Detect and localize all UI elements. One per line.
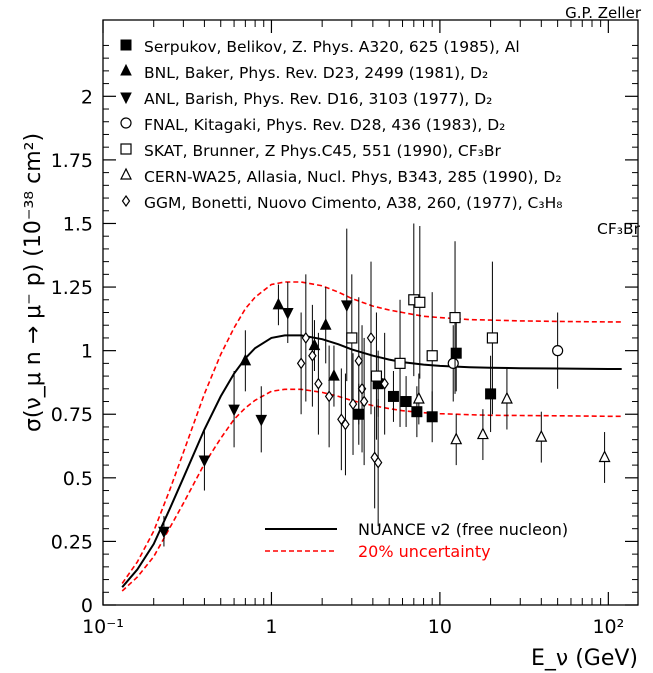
- series-cern-wa25: [412, 368, 611, 483]
- data-point: [314, 377, 323, 390]
- data-point: [414, 296, 426, 308]
- legend-marker: [120, 167, 132, 180]
- data-point: [341, 418, 350, 431]
- x-tick-label: 10⁻¹: [82, 616, 124, 638]
- data-point: [447, 357, 459, 369]
- data-point: [500, 391, 513, 404]
- legend-entry-text: BNL, Baker, Phys. Rev. D23, 2499 (1981),…: [144, 64, 488, 82]
- data-point: [239, 353, 252, 366]
- data-point: [394, 357, 406, 369]
- legend: Serpukov, Belikov, Z. Phys. A320, 625 (1…: [120, 38, 641, 238]
- series-skat: [346, 223, 499, 440]
- legend-marker: [120, 117, 132, 129]
- data-point: [308, 349, 317, 362]
- curve-legend: NUANCE v2 (free nucleon) 20% uncertainty: [265, 520, 568, 561]
- data-point: [354, 354, 364, 367]
- curve-legend-text: 20% uncertainty: [358, 542, 491, 561]
- y-tick-label: 1.25: [51, 277, 93, 299]
- series-anl: [158, 228, 353, 547]
- data-point: [319, 318, 332, 330]
- data-point: [228, 404, 240, 417]
- x-axis-label: E_ν (GeV): [531, 646, 638, 671]
- y-tick-label: 2: [81, 86, 93, 108]
- data-point: [255, 414, 268, 427]
- data-point: [412, 391, 425, 404]
- legend-entry-text: ANL, Barish, Phys. Rev. D16, 3103 (1977)…: [144, 90, 492, 108]
- data-point: [450, 347, 462, 359]
- data-point: [359, 395, 369, 408]
- legend-entry-text: GGM, Bonetti, Nuovo Cimento, A38, 260, (…: [144, 194, 562, 212]
- data-point: [373, 456, 383, 469]
- data-point: [426, 350, 438, 362]
- data-points: [158, 223, 611, 547]
- data-point: [552, 345, 564, 357]
- uncertainty-band-curve: [121, 281, 622, 584]
- data-point: [301, 331, 311, 344]
- y-tick-label: 0.5: [63, 468, 93, 490]
- legend-entry-text: Serpukov, Belikov, Z. Phys. A320, 625 (1…: [144, 38, 520, 56]
- y-tick-label: 0.75: [51, 404, 93, 426]
- data-point: [476, 427, 489, 440]
- data-point: [598, 450, 611, 463]
- data-point: [535, 429, 548, 442]
- legend-entry-text: FNAL, Kitagaki, Phys. Rev. D28, 436 (198…: [144, 116, 505, 134]
- y-tick-label: 1.5: [63, 213, 93, 235]
- y-tick-label: 1.75: [51, 150, 93, 172]
- data-point: [324, 390, 334, 403]
- data-point: [272, 297, 285, 310]
- y-axis: 0 0.25 0.5 0.75 1 1.25 1.5 1.75 2: [51, 44, 638, 617]
- x-tick-label: 10: [428, 616, 452, 638]
- data-point: [328, 368, 340, 381]
- y-axis-label: σ(ν_μ n → μ⁻ p) (10⁻³⁸ cm²): [21, 133, 46, 432]
- curve-legend-text: NUANCE v2 (free nucleon): [358, 520, 568, 539]
- author-label: G.P. Zeller: [565, 4, 641, 22]
- series-fnal: [447, 312, 564, 402]
- y-tick-label: 0.25: [51, 531, 93, 553]
- legend-marker: [120, 143, 132, 155]
- data-point: [380, 377, 389, 390]
- legend-entry-text: CF₃Br: [597, 220, 641, 238]
- data-point: [450, 432, 463, 445]
- data-point: [296, 357, 306, 370]
- data-point: [366, 331, 376, 344]
- series-ggm: [296, 261, 389, 527]
- x-tick-label: 1: [265, 616, 277, 638]
- x-tick-label: 10²: [592, 616, 624, 638]
- legend-entry-text: CERN-WA25, Allasia, Nucl. Phys, B343, 28…: [144, 168, 562, 186]
- legend-marker: [120, 39, 132, 51]
- data-point: [387, 390, 399, 402]
- data-point: [485, 388, 497, 400]
- series-serpukov: [353, 315, 497, 445]
- legend-marker: [120, 63, 132, 76]
- data-point: [348, 398, 358, 411]
- data-point: [449, 311, 461, 324]
- data-point: [370, 370, 383, 382]
- data-point: [346, 332, 358, 344]
- legend-marker: [120, 92, 132, 105]
- data-point: [158, 526, 170, 539]
- legend-marker: [121, 194, 131, 208]
- y-tick-label: 1: [81, 341, 93, 363]
- data-point: [281, 308, 294, 320]
- data-point: [486, 332, 499, 344]
- nuance-curve: [121, 334, 622, 588]
- data-point: [400, 396, 412, 408]
- legend-entry-text: SKAT, Brunner, Z Phys.C45, 551 (1990), C…: [144, 142, 501, 160]
- series-bnl: [239, 284, 340, 407]
- data-point: [340, 300, 353, 312]
- data-point: [411, 406, 423, 418]
- y-tick-label: 0: [81, 595, 93, 617]
- data-point: [198, 455, 211, 468]
- x-axis: 10⁻¹ 1 10 10²: [82, 20, 624, 638]
